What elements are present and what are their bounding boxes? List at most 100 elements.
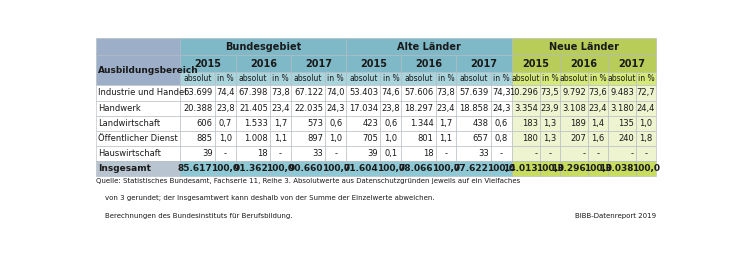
Bar: [96, 55, 180, 85]
Text: 73,8: 73,8: [437, 88, 456, 97]
Bar: [215, 161, 236, 176]
Text: 2015: 2015: [195, 59, 222, 69]
Text: Alte Länder: Alte Länder: [397, 42, 461, 52]
Bar: [236, 100, 270, 116]
Bar: [491, 116, 512, 131]
Bar: [180, 116, 215, 131]
Text: 18.297: 18.297: [404, 104, 434, 113]
Bar: [608, 131, 637, 146]
Bar: [180, 85, 215, 100]
Bar: [608, 161, 637, 176]
Bar: [380, 161, 402, 176]
Text: -: -: [445, 149, 447, 158]
Bar: [236, 85, 270, 100]
Text: 18.858: 18.858: [459, 104, 488, 113]
Bar: [588, 72, 608, 85]
Text: 1,1: 1,1: [439, 134, 453, 143]
Bar: [560, 146, 588, 161]
Bar: [456, 55, 512, 72]
Text: 100,0: 100,0: [487, 164, 515, 173]
Bar: [608, 85, 637, 100]
Bar: [560, 72, 588, 85]
Text: 18: 18: [257, 149, 268, 158]
Bar: [346, 116, 380, 131]
Bar: [512, 161, 540, 176]
Bar: [402, 100, 436, 116]
Text: 100,0: 100,0: [211, 164, 239, 173]
Text: 22.035: 22.035: [294, 104, 323, 113]
Bar: [346, 85, 380, 100]
Text: 1,0: 1,0: [384, 134, 397, 143]
Text: 100,0: 100,0: [322, 164, 350, 173]
Text: 573: 573: [307, 119, 323, 128]
Text: absolut: absolut: [560, 74, 588, 83]
Text: 207: 207: [570, 134, 586, 143]
Text: 90.660: 90.660: [288, 164, 323, 173]
Text: 100,0: 100,0: [536, 164, 564, 173]
Bar: [380, 100, 402, 116]
Text: 14.013: 14.013: [503, 164, 538, 173]
Text: 2016: 2016: [415, 59, 442, 69]
Text: 2016: 2016: [570, 59, 597, 69]
Bar: [608, 146, 637, 161]
Bar: [402, 146, 436, 161]
Bar: [236, 146, 270, 161]
Bar: [215, 131, 236, 146]
Text: 33: 33: [478, 149, 488, 158]
Bar: [608, 100, 637, 116]
Text: absolut: absolut: [459, 74, 488, 83]
Text: 39: 39: [368, 149, 378, 158]
Text: 18: 18: [423, 149, 434, 158]
Text: von 3 gerundet; der Insgesamtwert kann deshalb von der Summe der Einzelwerte abw: von 3 gerundet; der Insgesamtwert kann d…: [96, 195, 434, 202]
Text: Bundesgebiet: Bundesgebiet: [225, 42, 301, 52]
Text: 2015: 2015: [522, 59, 549, 69]
Text: 21.405: 21.405: [239, 104, 268, 113]
Bar: [540, 100, 560, 116]
Bar: [637, 116, 656, 131]
Text: Hauswirtschaft: Hauswirtschaft: [98, 149, 161, 158]
Bar: [215, 72, 236, 85]
Text: 1.008: 1.008: [244, 134, 268, 143]
Text: 74,4: 74,4: [216, 88, 234, 97]
Bar: [180, 100, 215, 116]
Bar: [456, 161, 491, 176]
Bar: [236, 116, 270, 131]
Text: -: -: [224, 149, 227, 158]
Bar: [180, 72, 215, 85]
Bar: [588, 100, 608, 116]
Text: 0,7: 0,7: [219, 119, 232, 128]
Text: -: -: [631, 149, 634, 158]
Bar: [540, 161, 560, 176]
Text: -: -: [535, 149, 538, 158]
Text: 801: 801: [418, 134, 434, 143]
Text: 1,0: 1,0: [219, 134, 232, 143]
Bar: [608, 72, 637, 85]
Bar: [491, 161, 512, 176]
Text: 1,3: 1,3: [543, 134, 556, 143]
Bar: [380, 131, 402, 146]
Bar: [637, 72, 656, 85]
Text: 78.066: 78.066: [399, 164, 434, 173]
Text: 67.398: 67.398: [239, 88, 268, 97]
Text: 23,4: 23,4: [437, 104, 456, 113]
Text: 1,3: 1,3: [543, 119, 556, 128]
Bar: [491, 146, 512, 161]
Text: absolut: absolut: [183, 74, 212, 83]
Text: 897: 897: [307, 134, 323, 143]
Text: 20.388: 20.388: [183, 104, 212, 113]
Bar: [402, 85, 436, 100]
Bar: [215, 85, 236, 100]
Text: 1,6: 1,6: [591, 134, 604, 143]
Bar: [180, 55, 236, 72]
Text: absolut: absolut: [293, 74, 323, 83]
Text: 1,0: 1,0: [329, 134, 342, 143]
Bar: [436, 146, 456, 161]
Text: -: -: [583, 149, 586, 158]
Bar: [512, 146, 540, 161]
Bar: [96, 85, 180, 100]
Text: 2017: 2017: [618, 59, 645, 69]
Bar: [456, 72, 491, 85]
Text: 23,4: 23,4: [588, 104, 607, 113]
Text: 3.180: 3.180: [610, 104, 634, 113]
Bar: [402, 55, 456, 72]
